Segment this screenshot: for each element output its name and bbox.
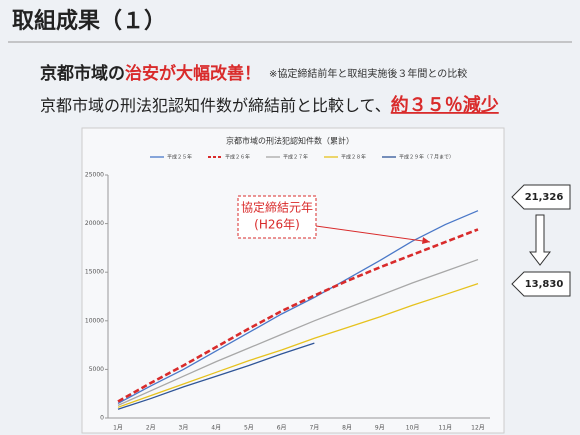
x-tick-label: 5月 xyxy=(244,425,254,432)
x-tick-label: 12月 xyxy=(471,425,485,432)
badge-label: 13,830 xyxy=(525,279,564,290)
legend-label: 平成２６年 xyxy=(225,154,250,161)
y-tick-label: 5000 xyxy=(89,366,104,373)
callout-arrowhead xyxy=(422,237,430,244)
x-tick-label: 1月 xyxy=(113,425,123,432)
headline-red: 治安が大幅改善！ xyxy=(125,63,261,84)
x-tick-label: 8月 xyxy=(342,425,352,432)
callout-arrow xyxy=(315,225,431,243)
legend-label: 平成２９年（７月まで） xyxy=(399,154,454,161)
x-tick-label: 6月 xyxy=(277,425,287,432)
x-tick-label: 3月 xyxy=(179,425,189,432)
series-line xyxy=(117,228,479,403)
badge-shape xyxy=(511,271,571,297)
y-tick-label: 10000 xyxy=(85,317,104,324)
series-line xyxy=(117,282,479,408)
callout-text: (H26年) xyxy=(254,218,300,232)
legend-label: 平成２８年 xyxy=(341,154,366,161)
headline-note: ※協定締結前年と取組実施後３年間との比較 xyxy=(269,67,467,80)
badge-shape xyxy=(511,184,571,210)
y-tick-label: 20000 xyxy=(85,220,104,227)
x-tick-label: 11月 xyxy=(438,425,452,432)
y-tick-label: 15000 xyxy=(85,269,104,276)
headline-black: 京都市域の xyxy=(40,63,125,84)
x-tick-label: 9月 xyxy=(375,425,385,432)
y-tick-label: 0 xyxy=(100,415,104,422)
series-line xyxy=(117,342,315,410)
callout-text: 協定締結元年 xyxy=(241,200,313,215)
x-tick-label: 10月 xyxy=(406,425,420,432)
summary: 京都市域の刑法犯認知件数が締結前と比較して、約３５％減少 xyxy=(40,94,499,116)
slide-title: 取組成果（１） xyxy=(12,8,166,34)
legend-label: 平成２７年 xyxy=(283,154,308,161)
down-arrow xyxy=(528,214,552,266)
summary-black: 京都市域の刑法犯認知件数が締結前と比較して、 xyxy=(40,96,391,115)
series-line xyxy=(117,258,479,406)
x-tick-label: 7月 xyxy=(309,425,319,432)
x-tick-label: 2月 xyxy=(146,425,156,432)
callout-box xyxy=(237,195,317,239)
chart-title: 京都市域の刑法犯認知件数（累計） xyxy=(226,136,354,146)
summary-red: 約３５％減少 xyxy=(391,94,499,116)
legend-label: 平成２５年 xyxy=(167,154,192,161)
badge-label: 21,326 xyxy=(525,192,564,203)
headline: 京都市域の治安が大幅改善！ ※協定締結前年と取組実施後３年間との比較 xyxy=(40,63,467,84)
series-line xyxy=(117,210,479,404)
x-tick-label: 4月 xyxy=(211,425,221,432)
y-tick-label: 25000 xyxy=(85,172,104,179)
